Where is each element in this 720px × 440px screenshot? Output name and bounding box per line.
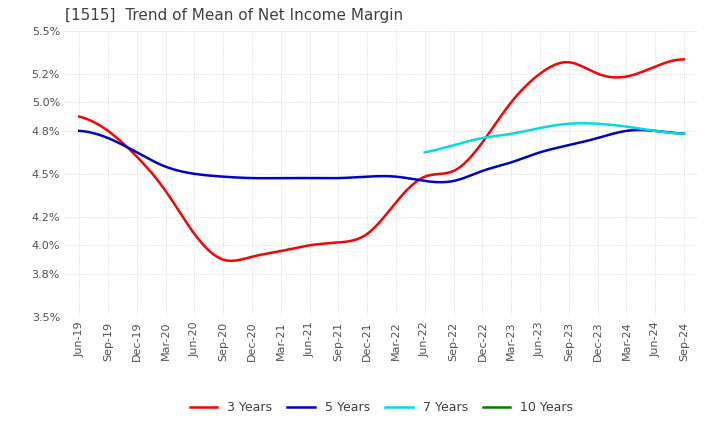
5 Years [75, 128, 84, 133]
5 Years [635, 128, 644, 133]
7 Years [656, 129, 665, 134]
7 Years [421, 150, 430, 155]
5 Years [447, 179, 456, 184]
7 Years [574, 121, 582, 126]
7 Years [575, 121, 583, 126]
3 Years [625, 73, 634, 79]
5 Years [435, 180, 444, 185]
Line: 7 Years: 7 Years [425, 123, 684, 152]
Text: [1515]  Trend of Mean of Net Income Margin: [1515] Trend of Mean of Net Income Margi… [65, 7, 403, 23]
5 Years [437, 180, 446, 185]
Line: 3 Years: 3 Years [79, 59, 684, 261]
7 Years [420, 150, 429, 155]
3 Years [435, 171, 444, 176]
3 Years [227, 258, 235, 264]
5 Years [680, 131, 688, 136]
7 Years [680, 131, 688, 136]
5 Years [77, 128, 86, 134]
3 Years [587, 68, 595, 73]
Line: 5 Years: 5 Years [79, 130, 684, 182]
5 Years [433, 180, 441, 185]
3 Years [77, 114, 86, 120]
3 Years [75, 114, 84, 119]
3 Years [437, 171, 446, 176]
7 Years [580, 121, 589, 126]
3 Years [680, 57, 688, 62]
7 Years [640, 127, 649, 132]
Legend: 3 Years, 5 Years, 7 Years, 10 Years: 3 Years, 5 Years, 7 Years, 10 Years [185, 396, 578, 419]
5 Years [625, 128, 634, 133]
5 Years [587, 137, 595, 143]
3 Years [447, 169, 456, 175]
7 Years [578, 121, 587, 126]
